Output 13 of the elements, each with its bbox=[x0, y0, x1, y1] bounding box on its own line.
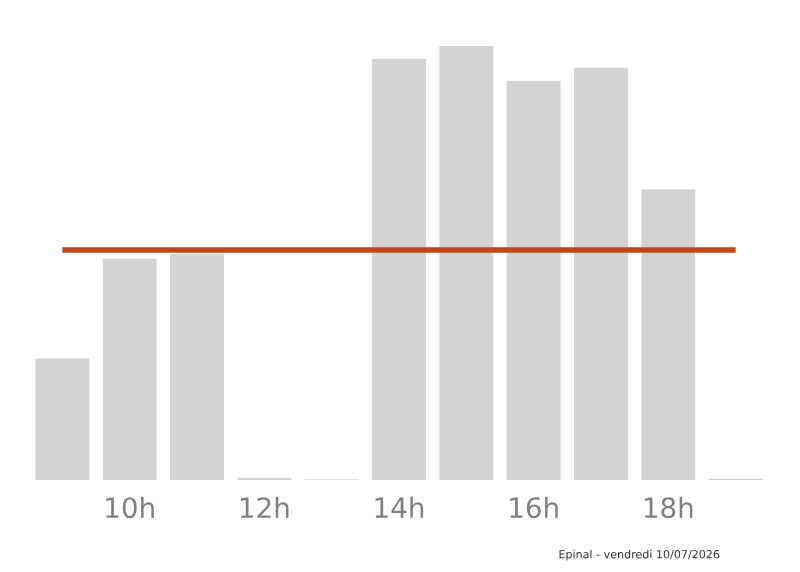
x-tick-label: 10h bbox=[106, 496, 154, 519]
bar bbox=[574, 67, 628, 480]
x-tick-label: 14h bbox=[375, 496, 424, 518]
bar bbox=[102, 258, 157, 480]
x-tick-label: 18h bbox=[644, 496, 693, 519]
bar bbox=[439, 46, 494, 480]
bar bbox=[35, 358, 90, 480]
bar bbox=[170, 254, 224, 480]
bar bbox=[641, 189, 696, 480]
bar bbox=[372, 59, 426, 480]
x-tick-label: 12h bbox=[240, 496, 289, 518]
x-tick-label: 16h bbox=[510, 496, 558, 519]
bar bbox=[506, 80, 561, 480]
